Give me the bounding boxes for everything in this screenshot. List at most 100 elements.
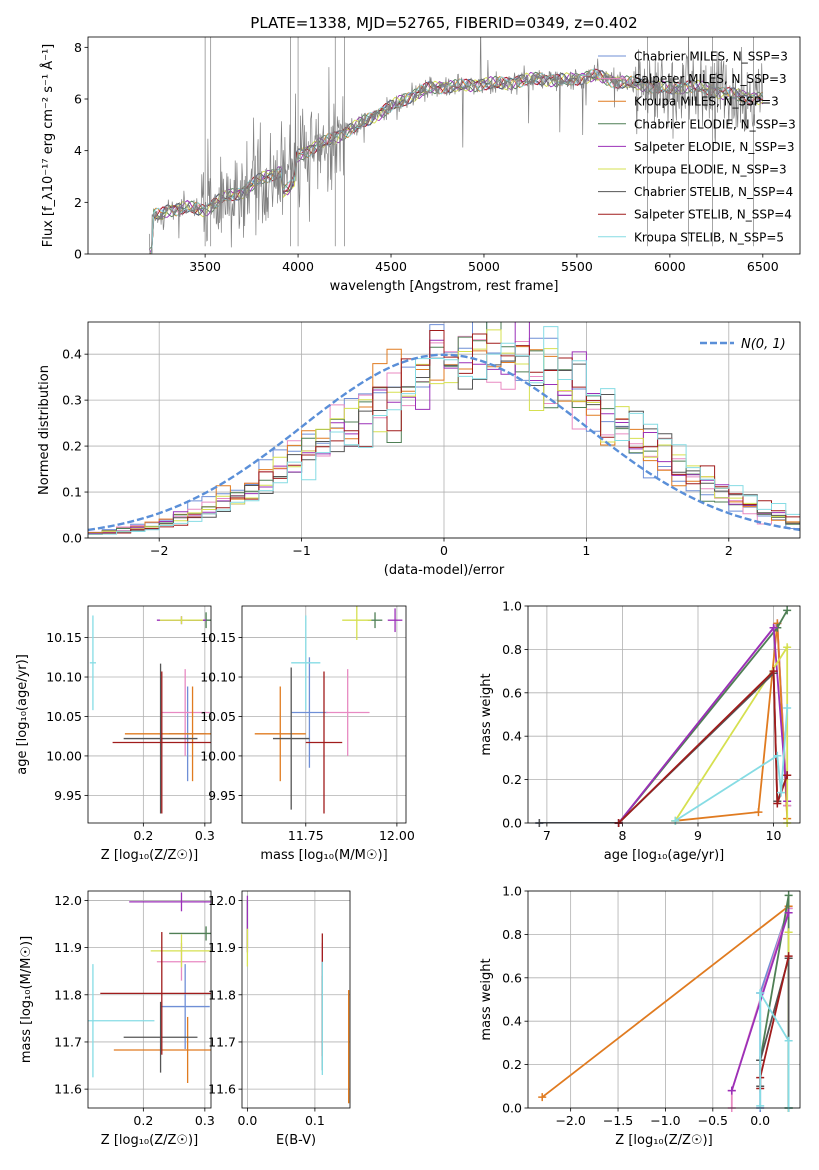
age_vs_mass-ytick-label: 10.05 [200,709,236,724]
mass_weight_vs_Z-xtick-label: −2.0 [555,1113,585,1128]
spectrum-ytick-label: 6 [74,92,82,107]
weight-marker-kroupa_miles [538,1093,547,1102]
mass_vs_ebv-ytick-label: 11.6 [208,1082,236,1097]
weight-marker-kroupa_stelib [784,1036,793,1045]
residuals-ytick-label: 0.3 [62,393,82,408]
residuals-axes: −2 −1 0 1 2 0.0 0.1 0.2 0.3 0.4 (data-model)/error… [37,322,800,578]
weight-line-salpeter_stelib [618,669,789,823]
residuals-frame [87,321,801,539]
histogram-chabrier_stelib [88,355,800,535]
mass_weight_vs_age-frame [527,605,801,824]
mass_weight_vs_Z-ytick-label: 0.2 [502,1057,522,1072]
residuals-ytick-label: 0.1 [62,485,82,500]
spectrum-xtick-label: 6000 [654,259,686,274]
mass_weight_vs_Z-xlabel: Z [log₁₀(Z/Z☉)] [615,1133,712,1148]
weight-marker-kroupa_stelib [783,703,792,712]
spectrum-xtick-label: 6500 [747,259,779,274]
age_vs_mass-xlabel: mass [log₁₀(M/M☉)] [260,848,387,863]
mass_vs_ebv-xtick-label: 0.0 [237,1113,257,1128]
weight-line-chabrier_stelib [539,671,789,823]
mass_weight_vs_age-xtick-label: 8 [618,828,626,843]
mass_vs_Z-frame [87,890,212,1109]
gaussian-curve [88,353,800,532]
spectrum-legend: Chabrier MILES, N_SSP=3 Salpeter MILES, N… [598,50,796,244]
mass_weight_vs_Z-xtick-label: −0.5 [698,1113,728,1128]
legend-label-chabrier_miles: Chabrier MILES, N_SSP=3 [634,50,788,64]
mass_vs_Z-ytick-label: 12.0 [54,893,82,908]
weight-line-kroupa_miles [675,623,789,822]
residuals-xtick-label: 1 [582,543,590,558]
mass_weight_vs_age-ytick-label: 0.2 [502,772,522,787]
weight-line-kroupa_miles [541,905,790,1098]
weight-marker-salpeter_stelib [769,667,778,676]
mass_weight_vs_Z-axes: −2.0 −1.5 −1.0 −0.5 0.0 0.0 0.2 0.4 0.6 0.8 1.0 Z [… [479,884,800,1148]
weight-marker-kroupa_elodie [784,928,793,937]
age_vs_Z-xtick-label: 0.2 [133,828,153,843]
residuals-xtick-label: −2 [150,543,168,558]
mass_weight_vs_Z-ytick-label: 0.6 [502,970,522,985]
legend-label-chabrier_elodie: Chabrier ELODIE, N_SSP=3 [634,117,796,131]
weight-marker-chabrier_elodie [784,891,793,900]
age_vs_mass-axes: 11.75 12.00 9.95 10.00 10.05 10.10 10.15 mass [… [200,606,415,863]
spectrum-xtick-label: 5500 [561,259,593,274]
mass_vs_ebv-ytick-label: 12.0 [208,893,236,908]
legend-label-kroupa_miles: Kroupa MILES, N_SSP=3 [634,95,779,109]
mass_vs_Z-ylabel: mass [log₁₀(M/M☉)] [19,936,34,1063]
weight-marker-kroupa_stelib [773,751,782,760]
mass_vs_Z-xlabel: Z [log₁₀(Z/Z☉)] [101,1133,198,1148]
weight-marker-kroupa_elodie [783,643,792,652]
weight-line-salpeter_elodie [617,625,789,823]
legend-label-gaussian: N(0, 1) [741,337,786,352]
legend-label-kroupa_stelib: Kroupa STELIB, N_SSP=5 [634,230,784,244]
weight-marker-kroupa_miles [754,808,763,817]
mass_weight_vs_age-xtick-label: 7 [543,828,551,843]
weight-marker-chabrier_elodie [783,606,792,615]
weight-marker-salpeter_stelib [784,952,793,961]
spectrum-xtick-label: 5000 [468,259,500,274]
spectrum-xtick-label: 4000 [282,259,314,274]
weight-marker-salpeter_elodie [769,623,778,632]
mass_weight_vs_age-xtick-label: 9 [694,828,702,843]
weight-marker-salpeter_elodie [784,908,793,917]
residuals-xtick-label: 2 [725,543,733,558]
residuals-ylabel: Normed distribution [37,365,52,495]
weight-marker-salpeter_stelib [773,799,782,808]
legend-label-chabrier_stelib: Chabrier STELIB, N_SSP=4 [634,185,793,199]
mass_weight_vs_Z-xtick-label: −1.5 [603,1113,633,1128]
age_vs_Z-ytick-label: 10.15 [46,630,82,645]
weight-marker-kroupa_stelib [756,1101,765,1110]
mass_weight_vs_age-ytick-label: 0.8 [502,642,522,657]
residuals-ytick-label: 0.4 [62,347,82,362]
mass_weight_vs_age-ytick-label: 0.6 [502,685,522,700]
data-spectrum-line [148,37,764,254]
spectrum-ytick-label: 4 [74,143,82,158]
age_vs_Z-ytick-label: 10.00 [46,748,82,763]
spectrum-ytick-label: 0 [74,247,82,262]
legend-label-salpeter_miles: Salpeter MILES, N_SSP=3 [634,72,787,86]
weight-marker-salpeter_elodie [727,1086,736,1095]
spectrum-frame [87,36,801,255]
mass_weight_vs_age-ytick-label: 1.0 [502,599,522,614]
legend-label-salpeter_stelib: Salpeter STELIB, N_SSP=4 [634,208,792,222]
residuals-ytick-label: 0.2 [62,439,82,454]
age_vs_Z-xtick-label: 0.3 [195,828,215,843]
mass_vs_ebv-ytick-label: 11.8 [208,987,236,1002]
mass_vs_Z-ytick-label: 11.9 [54,940,82,955]
spectrum-ylabel: Flux [f_λ10⁻¹⁷ erg cm⁻² s⁻¹ Å⁻¹] [40,44,56,248]
age_vs_mass-ytick-label: 10.15 [200,630,236,645]
age_vs_Z-ytick-label: 10.10 [46,670,82,685]
spectrum-title: PLATE=1338, MJD=52765, FIBERID=0349, z=0… [250,14,637,32]
weight-line-kroupa_stelib [674,707,789,822]
mass_vs_ebv-xlabel: E(B-V) [276,1133,316,1148]
age_vs_Z-xlabel: Z [log₁₀(Z/Z☉)] [101,848,198,863]
legend-label-kroupa_elodie: Kroupa ELODIE, N_SSP=3 [634,163,787,177]
mass_vs_Z-ytick-label: 11.6 [54,1082,82,1097]
age_vs_mass-ytick-label: 10.00 [200,748,236,763]
age_vs_Z-axes: 0.2 0.3 9.95 10.00 10.05 10.10 10.15 Z [log₁₀(Z… [15,606,215,863]
residuals-xtick-label: 0 [440,543,448,558]
spectrum-axes: 3500 4000 4500 5000 5500 6000 6500 0 2 4 6 8 wavelen… [40,37,779,294]
age_vs_Z-ylabel: age [log₁₀(age/yr)] [15,654,30,775]
mass_vs_Z-axes: 0.2 0.3 11.6 11.7 11.8 11.9 12.0 Z [log₁₀(Z/Z☉)… [19,891,215,1148]
spectrum-xtick-label: 4500 [375,259,407,274]
mass_weight_vs_Z-ytick-label: 0.0 [502,1101,522,1116]
